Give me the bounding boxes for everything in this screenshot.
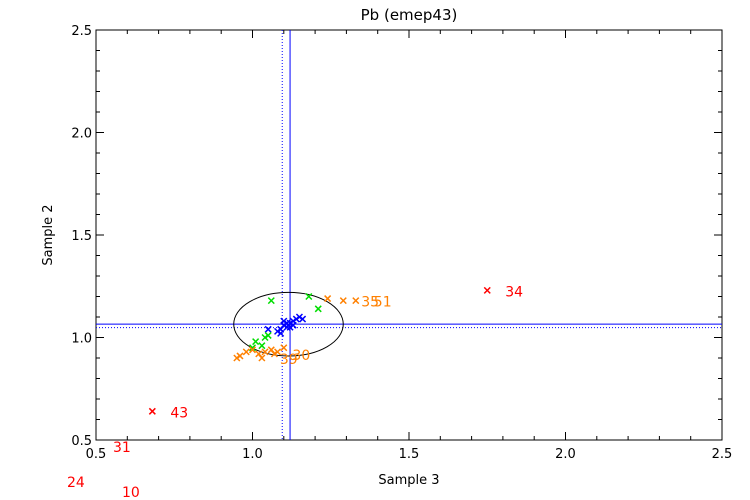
point-stroke (289, 321, 297, 329)
point-stroke (261, 333, 269, 342)
y-axis-label: Sample 2 (41, 204, 56, 265)
axis-ticks: 0.5 1.0 1.5 2.0 2.5 0.5 1.0 1.5 2.0 2.5 (71, 24, 732, 462)
y-tick-label: 2.5 (71, 24, 92, 39)
data-point (292, 315, 300, 323)
data-point (274, 327, 282, 335)
reference-lines (96, 30, 722, 440)
point-label: 51 (374, 295, 392, 311)
point-stroke (233, 354, 241, 362)
data-point (280, 317, 288, 325)
point-label: 34 (505, 284, 523, 300)
point-stroke (274, 327, 282, 335)
point-stroke (292, 315, 300, 323)
offscale-labels: 31 24 10 (67, 440, 140, 500)
point-stroke (264, 331, 272, 339)
point-stroke (236, 352, 244, 360)
data-point (261, 348, 269, 356)
x-tick-label: 1.0 (242, 447, 263, 462)
point-stroke (324, 295, 332, 303)
data-point (483, 286, 491, 294)
offscale-label: 31 (113, 440, 131, 456)
data-point (339, 297, 347, 305)
point-stroke (255, 350, 263, 358)
x-tick-label: 1.5 (399, 447, 420, 462)
data-point (236, 352, 244, 360)
data-point (289, 321, 297, 329)
point-stroke (267, 297, 275, 305)
point-stroke (280, 344, 288, 352)
x-axis-label: Sample 3 (378, 473, 439, 488)
y-tick-label: 1.0 (71, 332, 92, 347)
data-point (148, 407, 156, 415)
data-point (258, 342, 266, 350)
y-tick-label: 0.5 (71, 434, 92, 449)
plot-frame (95, 29, 723, 441)
point-stroke (274, 348, 282, 356)
data-point (248, 344, 257, 352)
point-stroke (299, 315, 307, 323)
point-stroke (252, 338, 260, 346)
point-stroke (270, 350, 278, 358)
data-point (248, 346, 257, 354)
x-tick-label: 0.5 (86, 447, 107, 462)
offscale-label: 10 (122, 485, 140, 500)
data-point (261, 333, 269, 342)
data-point (352, 297, 360, 305)
point-label: 30 (292, 348, 310, 364)
point-stroke (286, 319, 294, 327)
data-point (277, 329, 285, 337)
data-point (252, 338, 260, 346)
data-point (264, 331, 272, 339)
data-point (324, 295, 332, 303)
data-point (233, 354, 241, 362)
point-stroke (277, 329, 285, 337)
point-stroke (267, 346, 275, 354)
y-tick-label: 1.5 (71, 229, 92, 244)
data-point (314, 305, 322, 313)
point-stroke (261, 348, 269, 356)
point-stroke (258, 342, 266, 350)
offscale-label: 24 (67, 475, 85, 491)
data-point (305, 292, 313, 301)
data-point (274, 348, 282, 356)
point-stroke (314, 305, 322, 313)
point-label: 35 (361, 295, 379, 311)
point-stroke (295, 313, 303, 321)
data-point (286, 319, 294, 327)
point-stroke (248, 346, 257, 354)
point-stroke (242, 348, 250, 356)
chart-title: Pb (emep43) (361, 6, 458, 24)
x-tick-label: 2.0 (555, 447, 576, 462)
point-stroke (280, 317, 288, 325)
data-point (258, 354, 266, 362)
point-label: 39 (280, 352, 298, 368)
point-stroke (148, 407, 156, 415)
point-stroke (248, 344, 257, 352)
x-tick-label: 2.5 (712, 447, 733, 462)
point-stroke (258, 354, 266, 362)
data-point (299, 315, 307, 323)
point-stroke (264, 325, 272, 333)
data-point (270, 350, 278, 358)
point-stroke (483, 286, 491, 294)
data-point (264, 325, 272, 333)
y-tick-label: 2.0 (71, 127, 92, 142)
point-stroke (305, 292, 313, 301)
point-label: 43 (170, 405, 188, 421)
point-stroke (339, 297, 347, 305)
data-point (295, 313, 303, 321)
data-point (267, 297, 275, 305)
point-stroke (352, 297, 360, 305)
confidence-ellipse (233, 291, 344, 357)
data-point (242, 348, 250, 356)
data-point (280, 344, 288, 352)
